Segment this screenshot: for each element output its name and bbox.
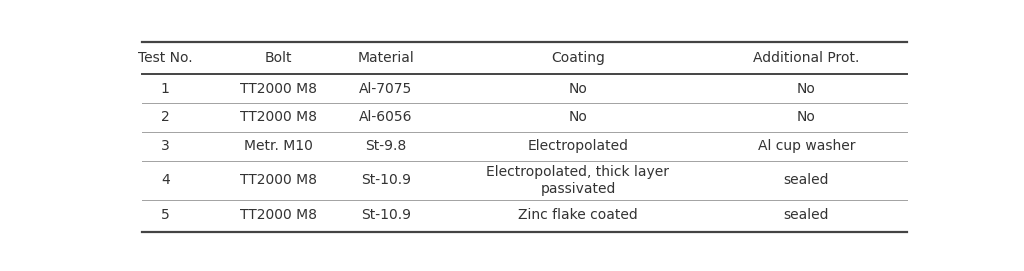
Text: TT2000 M8: TT2000 M8 [241,173,317,188]
Text: Material: Material [357,51,415,65]
Text: sealed: sealed [783,208,829,222]
Text: 3: 3 [161,139,170,153]
Text: Bolt: Bolt [265,51,293,65]
Text: Coating: Coating [551,51,605,65]
Text: St-9.8: St-9.8 [366,139,407,153]
Text: sealed: sealed [783,173,829,188]
Text: Electropolated, thick layer
passivated: Electropolated, thick layer passivated [486,164,670,196]
Text: No: No [568,111,588,124]
Text: Test No.: Test No. [138,51,193,65]
Text: TT2000 M8: TT2000 M8 [241,208,317,222]
Text: TT2000 M8: TT2000 M8 [241,82,317,96]
Text: St-10.9: St-10.9 [360,208,411,222]
Text: Al-7075: Al-7075 [359,82,413,96]
Text: 1: 1 [161,82,170,96]
Text: TT2000 M8: TT2000 M8 [241,111,317,124]
Text: Al cup washer: Al cup washer [758,139,855,153]
Text: Metr. M10: Metr. M10 [245,139,313,153]
Text: Additional Prot.: Additional Prot. [754,51,860,65]
Text: No: No [568,82,588,96]
Text: Al-6056: Al-6056 [359,111,413,124]
Text: Zinc flake coated: Zinc flake coated [518,208,638,222]
Text: No: No [797,111,816,124]
Text: St-10.9: St-10.9 [360,173,411,188]
Text: Electropolated: Electropolated [527,139,629,153]
Text: 4: 4 [161,173,170,188]
Text: 5: 5 [161,208,170,222]
Text: No: No [797,82,816,96]
Text: 2: 2 [161,111,170,124]
